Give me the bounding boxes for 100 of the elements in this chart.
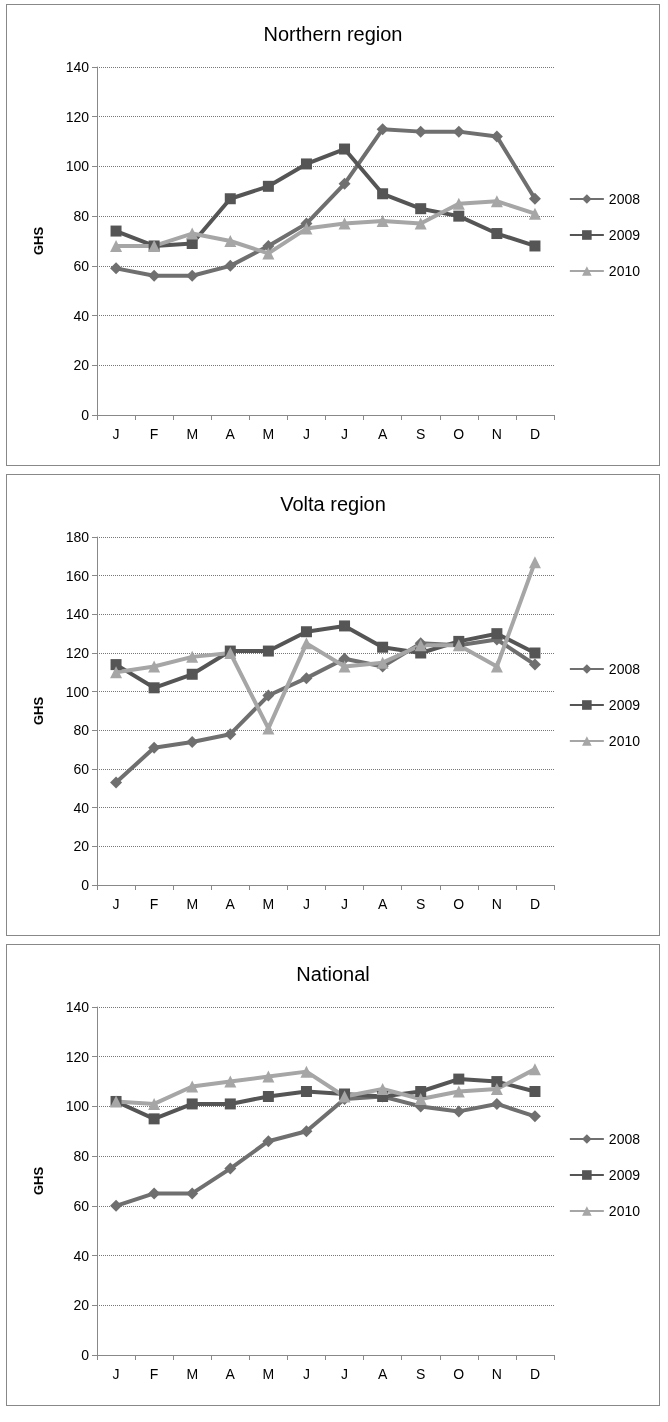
- point: [262, 247, 275, 260]
- y-tick-label: 120: [65, 1048, 90, 1065]
- x-tick-label: F: [149, 896, 159, 912]
- point: [376, 656, 389, 669]
- x-tick-label: N: [491, 426, 502, 442]
- x-tick-label: D: [529, 426, 541, 442]
- point: [224, 728, 237, 741]
- x-tick-label: M: [262, 896, 275, 912]
- y-tick-label: 80: [73, 722, 90, 739]
- y-tick-label: 40: [73, 1247, 90, 1264]
- point: [300, 1125, 313, 1138]
- x-tick-label: M: [262, 1366, 275, 1382]
- y-tick-label: 60: [73, 257, 90, 274]
- x-tick-label: J: [341, 426, 349, 442]
- x-tick-label: O: [453, 1366, 465, 1382]
- point: [338, 660, 351, 673]
- x-tick-label: J: [341, 1366, 349, 1382]
- point: [300, 158, 312, 170]
- x-tick-label: A: [225, 426, 236, 442]
- point: [529, 1086, 541, 1098]
- point: [452, 1105, 465, 1118]
- point: [110, 776, 123, 789]
- x-tick-label: M: [262, 426, 275, 442]
- point: [528, 192, 541, 205]
- y-tick-label: 100: [65, 683, 90, 700]
- point: [224, 259, 237, 272]
- y-tick-label: 80: [73, 1148, 90, 1165]
- x-tick-label: N: [491, 1366, 502, 1382]
- x-tick-label: A: [377, 896, 388, 912]
- point: [148, 1113, 160, 1125]
- point: [338, 652, 351, 665]
- y-tick-label: 80: [73, 208, 90, 225]
- point: [414, 1092, 427, 1105]
- x-tick-label: J: [112, 426, 120, 442]
- point: [224, 1098, 236, 1110]
- point: [262, 239, 275, 252]
- x-tick-label: J: [112, 896, 120, 912]
- point: [186, 650, 199, 663]
- x-tick-label: A: [225, 896, 236, 912]
- point: [262, 180, 274, 192]
- y-tick-label: 160: [65, 567, 90, 584]
- x-tick-label: S: [416, 1366, 426, 1382]
- point: [528, 556, 541, 569]
- point: [224, 1075, 237, 1088]
- point: [148, 660, 161, 673]
- point: [415, 203, 427, 215]
- point: [300, 1065, 313, 1078]
- x-tick-label: O: [453, 426, 465, 442]
- x-tick-label: D: [529, 896, 541, 912]
- point: [528, 1110, 541, 1123]
- x-tick-label: A: [225, 1366, 236, 1382]
- y-tick-label: 20: [73, 357, 90, 374]
- point: [528, 207, 541, 220]
- y-axis-title: GHS: [31, 696, 46, 726]
- x-tick-label: F: [149, 426, 159, 442]
- y-tick-label: 120: [65, 645, 90, 661]
- point: [300, 1086, 312, 1098]
- point: [110, 666, 123, 679]
- point: [376, 123, 389, 136]
- point: [491, 628, 503, 640]
- x-tick-label: S: [416, 426, 426, 442]
- point: [339, 143, 351, 155]
- y-tick-label: 40: [73, 307, 90, 324]
- chart-title: Northern region: [263, 23, 403, 45]
- x-tick-label: M: [186, 1366, 199, 1382]
- point: [377, 641, 389, 653]
- y-tick-label: 20: [73, 1297, 90, 1314]
- point: [110, 659, 122, 671]
- point: [338, 217, 351, 230]
- point: [262, 1135, 275, 1148]
- point: [262, 645, 274, 657]
- x-tick-label: D: [529, 1366, 541, 1382]
- point: [529, 240, 541, 252]
- point: [453, 210, 465, 222]
- point: [453, 1073, 465, 1085]
- y-tick-label: 0: [81, 877, 90, 893]
- chart-title: National: [296, 963, 370, 985]
- y-tick-label: 0: [81, 1347, 90, 1363]
- point: [148, 1097, 161, 1110]
- point: [452, 197, 465, 210]
- x-tick-label: O: [453, 896, 465, 912]
- y-tick-label: 100: [65, 158, 90, 175]
- x-tick-label: J: [302, 1366, 310, 1382]
- point: [338, 177, 351, 190]
- x-tick-label: S: [416, 896, 426, 912]
- point: [110, 262, 123, 275]
- y-tick-label: 100: [65, 1098, 90, 1115]
- point: [490, 660, 503, 673]
- point: [110, 225, 122, 237]
- x-tick-label: N: [491, 896, 502, 912]
- point: [186, 227, 199, 240]
- point: [262, 1070, 275, 1083]
- point: [377, 188, 389, 200]
- x-tick-label: J: [112, 1366, 120, 1382]
- x-tick-label: F: [149, 1366, 159, 1382]
- legend-label: 2010: [608, 733, 641, 749]
- y-tick-label: 0: [81, 407, 90, 423]
- point: [491, 228, 503, 240]
- point: [262, 722, 275, 735]
- x-tick-label: J: [302, 896, 310, 912]
